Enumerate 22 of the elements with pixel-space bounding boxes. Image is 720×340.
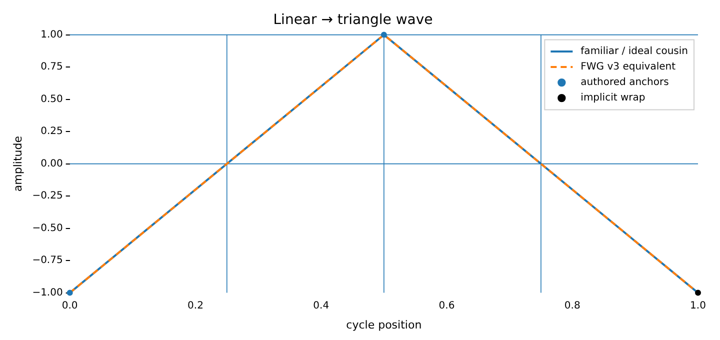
- y-tick-label: −0.25: [32, 190, 63, 202]
- legend-label: authored anchors: [580, 77, 669, 88]
- x-tick-label: 0.8: [564, 300, 580, 312]
- y-tick-label: 0.75: [40, 62, 63, 73]
- y-tick-label: 1.00: [40, 29, 63, 40]
- y-tick-label: 0.25: [40, 126, 63, 138]
- legend-label: familiar / ideal cousin: [580, 46, 688, 58]
- x-tick-label: 0.0: [62, 300, 78, 312]
- legend-label: FWG v3 equivalent: [580, 62, 676, 73]
- legend-label: implicit wrap: [580, 92, 646, 104]
- chart-title: Linear → triangle wave: [273, 12, 433, 28]
- y-tick-label: −0.75: [32, 255, 63, 266]
- y-tick-label: 0.50: [40, 94, 63, 105]
- x-tick-label: 1.0: [690, 300, 706, 312]
- x-tick-label: 0.4: [313, 300, 330, 312]
- x-axis-title: cycle position: [346, 318, 422, 332]
- y-tick-label: −1.00: [32, 287, 63, 298]
- x-tick-label: 0.2: [188, 300, 204, 312]
- y-tick-label: −0.50: [32, 222, 63, 234]
- y-tick-label: 0.00: [40, 158, 63, 170]
- x-tick-label: 0.6: [438, 300, 455, 312]
- y-axis-title: amplitude: [11, 136, 24, 192]
